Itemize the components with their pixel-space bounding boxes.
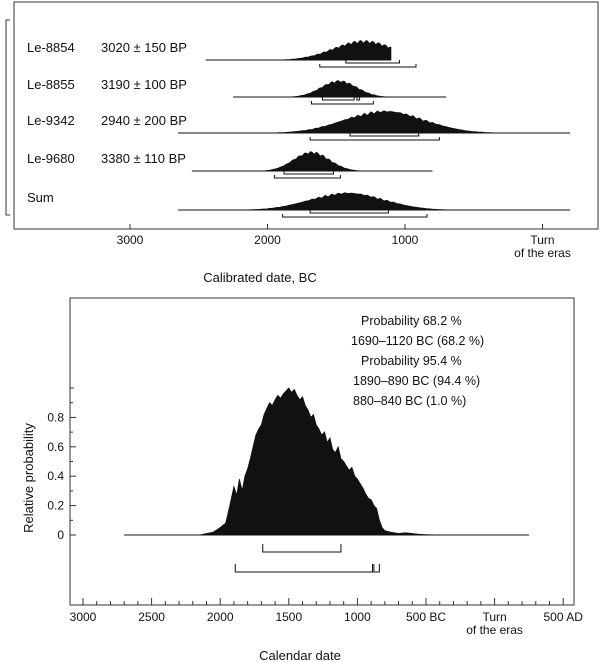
x-tick-label: 2000 xyxy=(207,610,234,624)
sample-name: Le-9342 xyxy=(27,113,75,128)
sample-date: 3020 ± 150 BP xyxy=(101,40,187,55)
top-x-tick-label: of the eras xyxy=(514,246,571,260)
sample-name: Le-8855 xyxy=(27,77,75,92)
sample-distribution xyxy=(205,40,392,60)
range-68-bracket xyxy=(309,210,389,214)
x-tick-label: Turn xyxy=(482,610,506,624)
sample-name: Le-9680 xyxy=(27,151,75,166)
top-chart-frame xyxy=(13,1,599,230)
y-tick-label: 0.6 xyxy=(47,440,64,454)
sample-distribution xyxy=(233,80,447,97)
top-x-tick-label: 1000 xyxy=(392,233,419,247)
x-tick-label: 1500 xyxy=(275,610,302,624)
probability-curve xyxy=(124,387,529,536)
y-tick-label: 0.2 xyxy=(47,499,64,513)
range-68-bracket xyxy=(356,97,361,101)
sample-row: Le-8855 3190 ± 100 BP xyxy=(27,77,447,105)
annotation-range-95b: 880–840 BC (1.0 %) xyxy=(353,394,466,408)
range-68-bracket xyxy=(322,97,355,101)
top-x-tick-label: Turn xyxy=(530,233,554,247)
bottom-chart: 0 0.2 0.4 0.6 0.8 3000 2500 2000 1500 1000 500 BC… xyxy=(21,297,584,662)
x-tick-label: 3000 xyxy=(70,610,97,624)
range-68-bracket xyxy=(262,544,342,553)
bottom-x-axis-label: Calendar date xyxy=(259,648,341,662)
sample-name: Sum xyxy=(27,190,54,205)
range-68-bracket xyxy=(283,171,334,175)
bottom-chart-frame xyxy=(69,297,575,606)
sample-row: Sum xyxy=(27,190,570,218)
annotation-prob-95: Probability 95.4 % xyxy=(361,354,462,368)
range-95-bracket xyxy=(234,564,373,573)
top-chart: Le-8854 3020 ± 150 BP Le-8855 3190 ± 100 BP… xyxy=(5,1,599,285)
sample-name: Le-8854 xyxy=(27,40,75,55)
y-tick-label: 0 xyxy=(57,528,64,542)
sample-date: 2940 ± 200 BP xyxy=(101,113,187,128)
bottom-y-axis-label: Relative probability xyxy=(21,423,36,533)
sample-row: Le-8854 3020 ± 150 BP xyxy=(27,40,417,68)
sample-date: 3190 ± 100 BP xyxy=(101,77,187,92)
top-x-tick-label: 3000 xyxy=(117,233,144,247)
x-tick-label: 1000 xyxy=(344,610,371,624)
x-tick-label: 500 BC xyxy=(406,610,446,624)
y-tick-label: 0.4 xyxy=(47,469,64,483)
sample-distribution xyxy=(191,151,433,171)
sample-distribution xyxy=(178,110,570,133)
range-95-bracket xyxy=(282,214,428,218)
x-tick-label: 2500 xyxy=(138,610,165,624)
range-95-bracket xyxy=(273,175,341,179)
range-95-bracket xyxy=(373,564,380,573)
range-95-bracket xyxy=(309,137,440,141)
range-95-bracket xyxy=(319,64,417,68)
top-x-tick-label: 2000 xyxy=(254,233,281,247)
x-tick-label: of the eras xyxy=(466,623,523,637)
annotation-prob-68: Probability 68.2 % xyxy=(361,314,462,328)
annotation-range-68: 1690–1120 BC (68.2 %) xyxy=(351,334,484,348)
sample-row: Le-9342 2940 ± 200 BP xyxy=(27,110,570,141)
sample-distribution xyxy=(178,192,570,210)
range-68-bracket xyxy=(349,133,420,137)
x-tick-label: 500 AD xyxy=(544,610,584,624)
top-x-axis-label: Calibrated date, BC xyxy=(203,270,316,285)
annotation-block: Probability 68.2 % 1690–1120 BC (68.2 %)… xyxy=(351,314,484,408)
sample-date: 3380 ± 110 BP xyxy=(101,151,186,166)
top-chart-bracket xyxy=(5,19,10,216)
range-68-bracket xyxy=(345,60,400,64)
annotation-range-95a: 1890–890 BC (94.4 %) xyxy=(353,374,480,388)
range-95-bracket xyxy=(311,101,374,105)
sample-row: Le-9680 3380 ± 110 BP xyxy=(27,151,433,179)
y-tick-label: 0.8 xyxy=(47,410,64,424)
